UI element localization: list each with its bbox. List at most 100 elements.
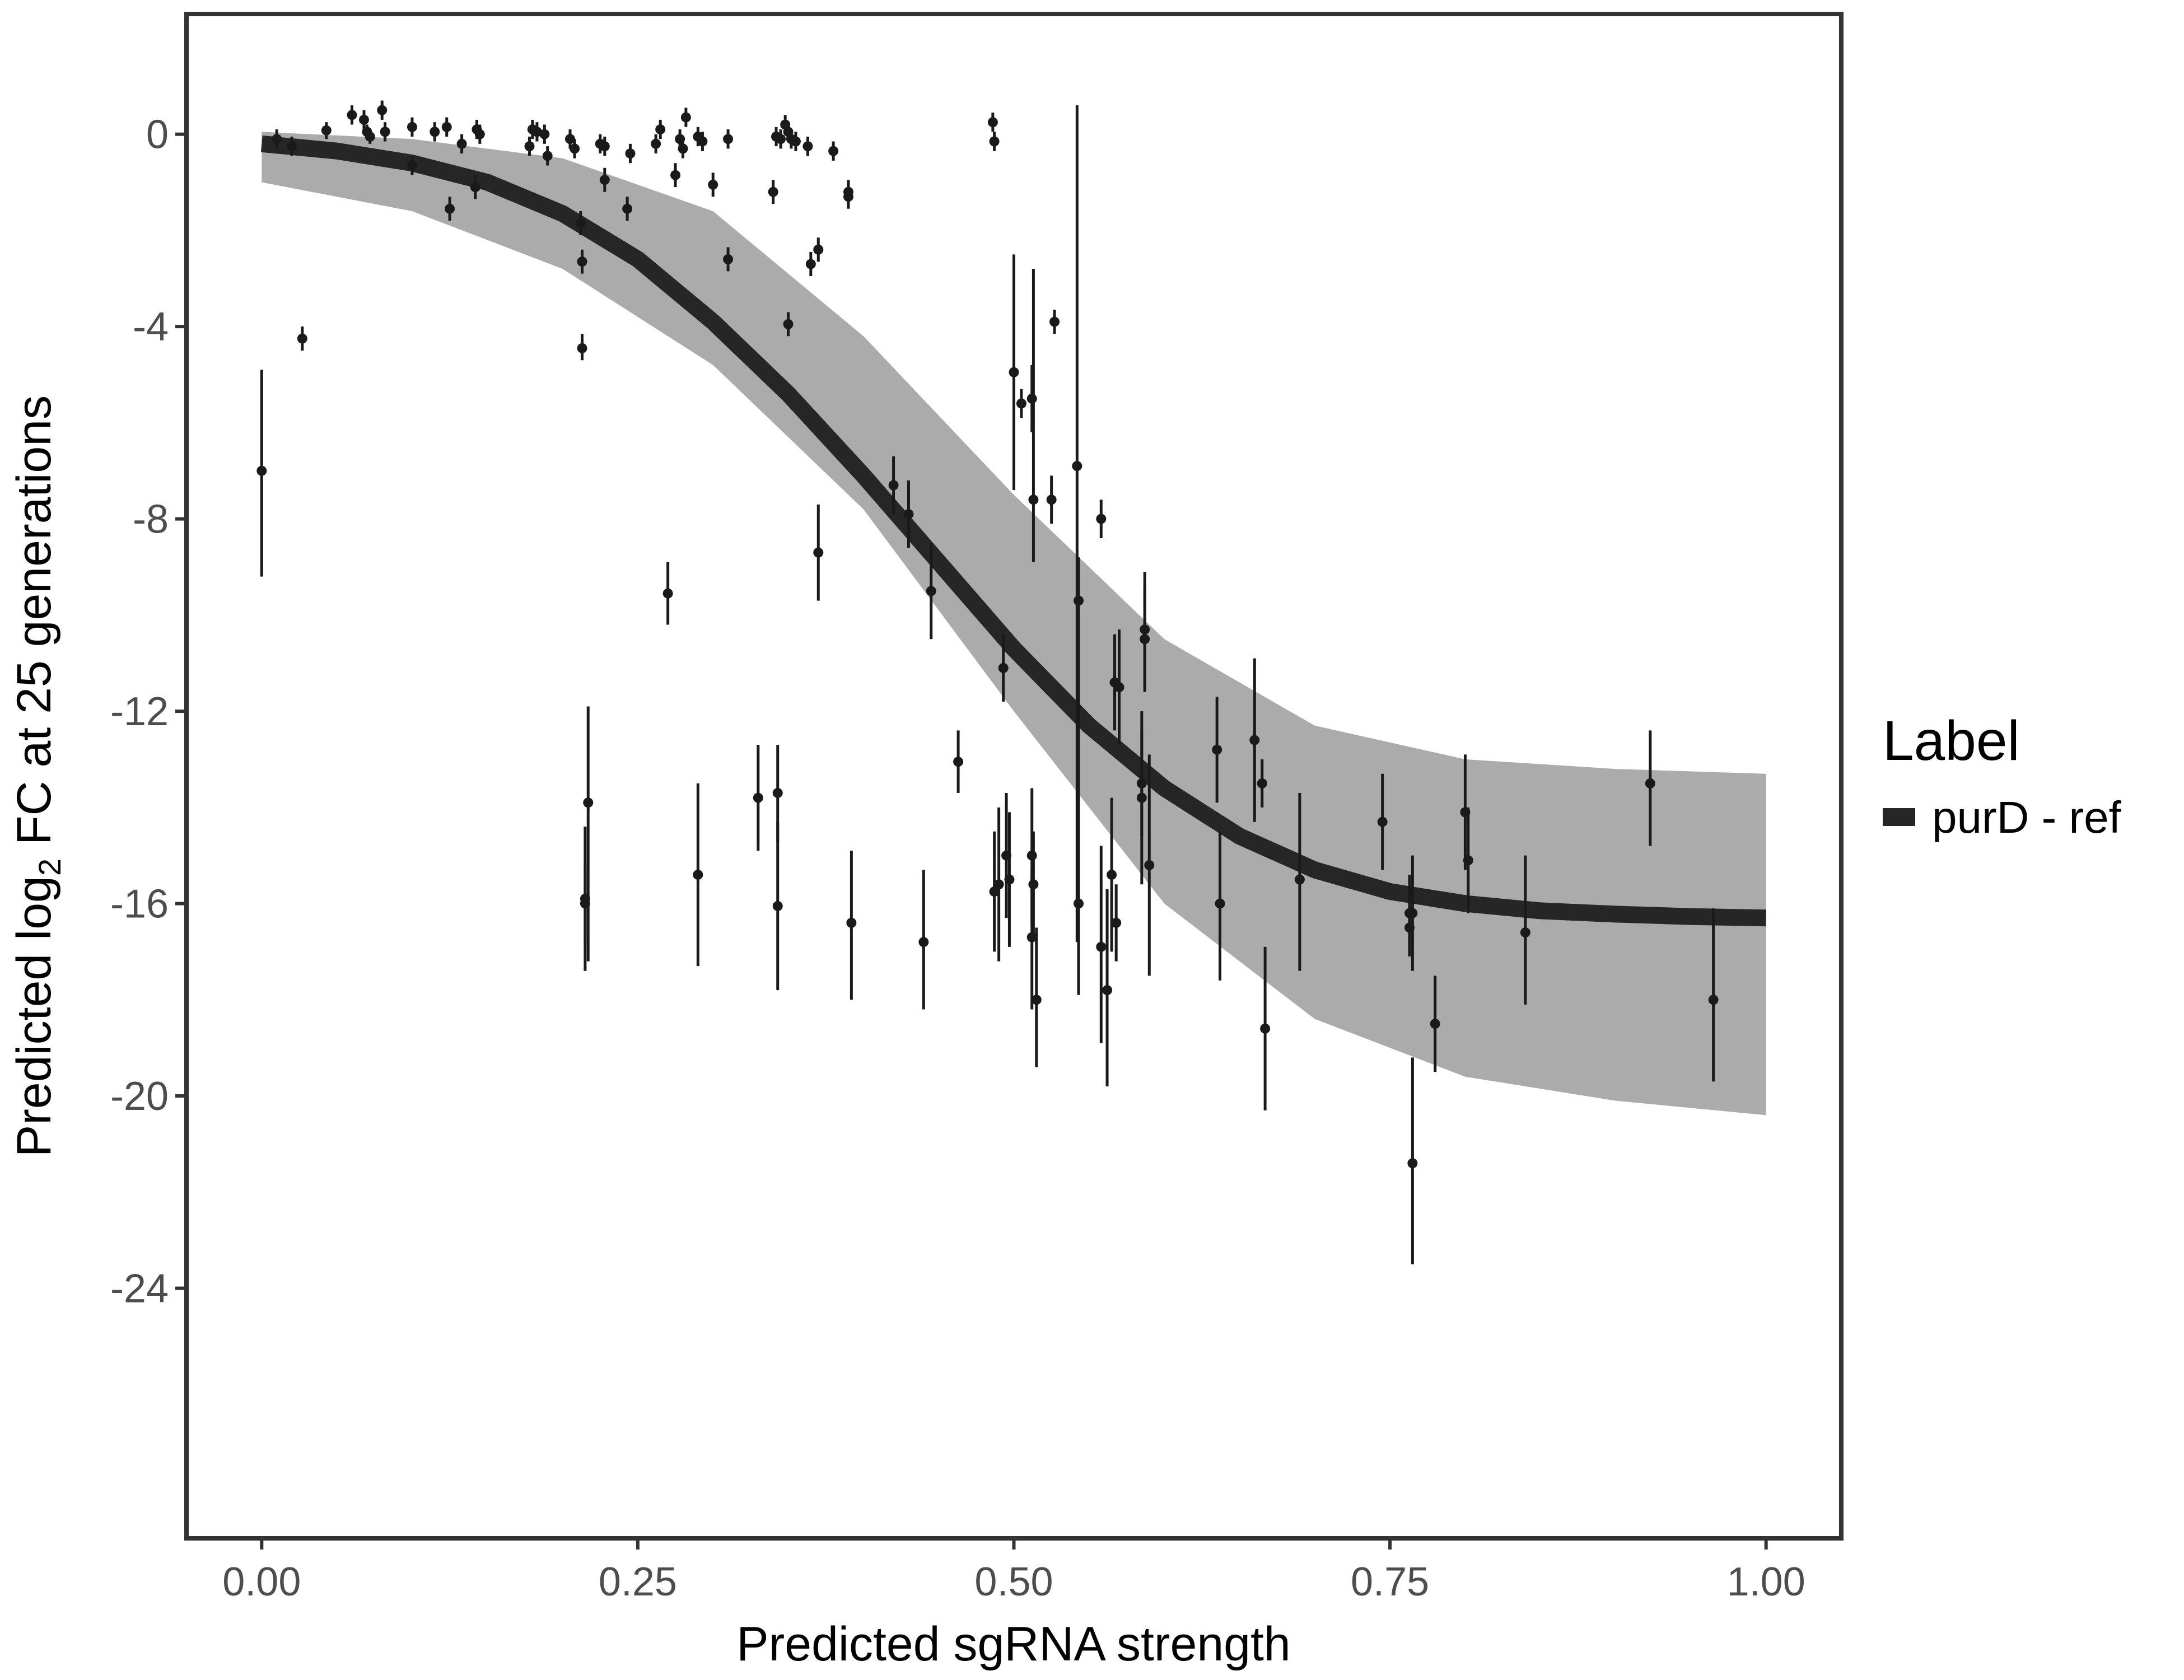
data-point bbox=[693, 783, 703, 967]
point-marker bbox=[1430, 1019, 1440, 1029]
point-marker bbox=[790, 136, 801, 147]
point-marker bbox=[1046, 494, 1057, 505]
point-marker bbox=[256, 465, 267, 476]
data-point bbox=[470, 175, 480, 199]
point-marker bbox=[783, 319, 794, 329]
data-point bbox=[655, 119, 666, 139]
point-marker bbox=[753, 792, 763, 803]
point-marker bbox=[565, 134, 576, 144]
point-marker bbox=[1031, 995, 1042, 1005]
point-marker bbox=[989, 136, 1000, 147]
data-point bbox=[445, 197, 455, 221]
data-point bbox=[680, 108, 691, 127]
data-point bbox=[802, 136, 813, 156]
point-marker bbox=[987, 117, 998, 128]
point-marker bbox=[599, 175, 610, 185]
data-point bbox=[723, 247, 734, 272]
data-point bbox=[1140, 586, 1150, 692]
data-point bbox=[297, 326, 307, 351]
point-marker bbox=[297, 333, 307, 344]
point-marker bbox=[474, 129, 485, 139]
posterior-band-area bbox=[262, 132, 1766, 1116]
point-marker bbox=[1708, 995, 1719, 1005]
point-marker bbox=[583, 797, 594, 808]
data-point bbox=[583, 706, 594, 962]
point-marker bbox=[358, 114, 369, 125]
point-marker bbox=[407, 122, 417, 132]
data-point bbox=[577, 249, 587, 274]
data-point bbox=[256, 370, 267, 577]
y-tick-label: -8 bbox=[133, 497, 169, 542]
data-point bbox=[1294, 793, 1305, 971]
point-marker bbox=[625, 148, 636, 159]
data-point bbox=[1107, 797, 1117, 952]
data-point bbox=[993, 807, 1004, 962]
data-point bbox=[1520, 855, 1530, 1005]
data-point bbox=[1004, 812, 1015, 947]
panel-border bbox=[184, 12, 1844, 1541]
point-marker bbox=[693, 870, 703, 880]
point-marker bbox=[651, 138, 661, 149]
point-marker bbox=[993, 879, 1004, 890]
point-marker bbox=[953, 757, 964, 767]
data-point bbox=[1016, 389, 1026, 418]
data-point bbox=[599, 136, 610, 156]
y-tick-label: -24 bbox=[110, 1266, 169, 1311]
data-point bbox=[539, 124, 550, 144]
data-point bbox=[474, 124, 485, 144]
point-marker bbox=[1016, 398, 1026, 409]
point-marker bbox=[926, 586, 936, 596]
legend-title: Label bbox=[1883, 710, 2020, 772]
legend-entry-label: purD - ref bbox=[1932, 792, 2122, 842]
point-marker bbox=[903, 509, 914, 520]
point-marker bbox=[843, 192, 853, 202]
data-point bbox=[708, 172, 718, 197]
x-axis-title: Predicted sgRNA strength bbox=[736, 1617, 1291, 1671]
data-point bbox=[998, 634, 1009, 702]
point-marker bbox=[680, 112, 691, 123]
data-point bbox=[753, 745, 763, 851]
point-marker bbox=[1028, 879, 1039, 890]
point-marker bbox=[1520, 927, 1530, 938]
data-point bbox=[321, 122, 332, 139]
data-point bbox=[1046, 475, 1057, 524]
data-point bbox=[1074, 836, 1084, 995]
point-marker bbox=[989, 886, 1000, 897]
fit-curve-layer bbox=[260, 135, 1766, 927]
point-marker bbox=[1096, 941, 1107, 952]
data-point bbox=[1377, 773, 1388, 870]
data-point bbox=[888, 456, 899, 515]
point-marker bbox=[888, 480, 899, 491]
data-point bbox=[1645, 730, 1655, 846]
data-point bbox=[272, 129, 282, 149]
y-tick-label: 0 bbox=[146, 113, 169, 157]
point-marker bbox=[1136, 792, 1147, 803]
point-marker bbox=[662, 588, 673, 599]
data-point bbox=[805, 252, 816, 276]
point-marker bbox=[577, 343, 587, 353]
point-marker bbox=[287, 141, 297, 152]
y-axis-title-pre: Predicted log bbox=[7, 876, 61, 1157]
data-point bbox=[1096, 846, 1107, 1043]
point-marker bbox=[445, 203, 455, 214]
data-point bbox=[1215, 831, 1225, 981]
data-point bbox=[1114, 629, 1124, 745]
data-point bbox=[1708, 908, 1719, 1082]
data-point bbox=[776, 129, 786, 149]
x-tick-label: 1.00 bbox=[1727, 1560, 1805, 1604]
point-marker bbox=[430, 127, 440, 137]
data-point bbox=[1031, 927, 1042, 1067]
point-marker bbox=[1096, 514, 1107, 524]
point-marker bbox=[802, 141, 813, 152]
data-point bbox=[565, 129, 576, 149]
data-point bbox=[790, 132, 801, 151]
point-marker bbox=[377, 105, 388, 115]
data-point bbox=[625, 143, 636, 164]
point-marker bbox=[1111, 917, 1122, 928]
point-marker bbox=[1212, 744, 1222, 755]
point-marker bbox=[347, 110, 357, 120]
point-marker bbox=[524, 141, 535, 152]
data-point bbox=[441, 117, 452, 137]
data-point bbox=[670, 163, 681, 188]
data-point bbox=[577, 334, 587, 361]
